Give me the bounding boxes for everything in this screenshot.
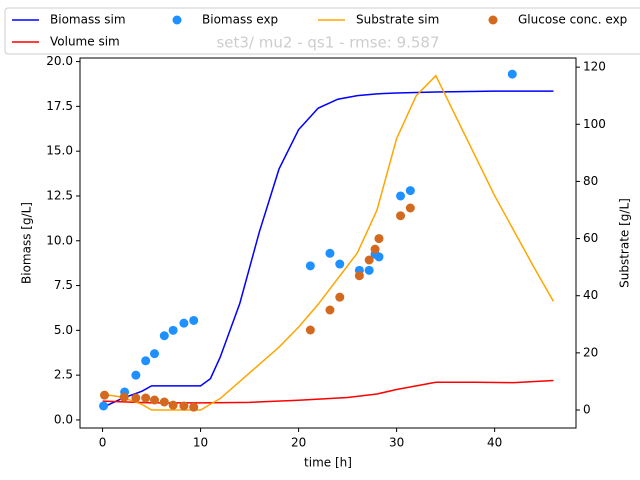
scatter-point	[168, 400, 178, 410]
scatter-point	[374, 234, 384, 244]
scatter-point	[507, 69, 517, 79]
y2-tick-label: 100	[583, 117, 606, 131]
scatter-point	[168, 325, 178, 335]
scatter-point	[141, 393, 151, 403]
x-tick-label: 40	[487, 436, 502, 450]
y-tick-label: 7.5	[54, 278, 73, 292]
scatter-point	[325, 305, 335, 315]
y2-tick-label: 20	[583, 345, 598, 359]
scatter-point	[370, 244, 380, 254]
plot-frame	[79, 57, 577, 429]
y-tick-label: 12.5	[46, 188, 73, 202]
legend-swatch	[488, 15, 498, 25]
scatter-point	[335, 259, 345, 269]
series-line	[102, 379, 554, 404]
y2-tick-label: 0	[583, 403, 591, 417]
scatter-point	[131, 370, 141, 380]
legend-box	[4, 7, 640, 55]
y-tick-label: 20.0	[46, 54, 73, 68]
y-tick-label: 10.0	[46, 233, 73, 247]
scatter-point	[405, 203, 415, 213]
y-tick-label: 5.0	[54, 323, 73, 337]
scatter-point	[305, 261, 315, 271]
scatter-point	[100, 390, 110, 400]
y-tick-label: 2.5	[54, 368, 73, 382]
x-axis-label: time [h]	[304, 456, 352, 470]
x-tick-label: 0	[99, 436, 107, 450]
x-tick-label: 30	[389, 436, 404, 450]
x-tick-label: 10	[193, 436, 208, 450]
series-line	[102, 74, 555, 411]
series-line	[102, 90, 554, 409]
y2-axis-label: Substrate [g/L]	[618, 198, 632, 288]
y2-tick-label: 40	[583, 288, 598, 302]
legend-label: Biomass sim	[50, 13, 126, 27]
scatter-point	[364, 265, 374, 275]
scatter-point	[179, 318, 189, 328]
y-tick-label: 0.0	[54, 412, 73, 426]
y2-tick-label: 80	[583, 174, 598, 188]
scatter-point	[119, 392, 129, 402]
legend-label: Substrate sim	[356, 13, 439, 27]
legend-label: Biomass exp	[202, 13, 278, 27]
scatter-point	[335, 292, 345, 302]
legend-swatch	[172, 15, 182, 25]
scatter-point	[131, 393, 141, 403]
scatter-point	[189, 402, 199, 412]
scatter-point	[141, 356, 151, 366]
scatter-point	[364, 255, 374, 265]
scatter-point	[305, 325, 315, 335]
scatter-point	[179, 401, 189, 411]
scatter-point	[149, 349, 159, 359]
y-tick-label: 17.5	[46, 99, 73, 113]
scatter-point	[396, 211, 406, 221]
scatter-point	[354, 271, 364, 281]
scatter-point	[159, 397, 169, 407]
legend-label: Volume sim	[50, 35, 120, 49]
legend-label: Glucose conc. exp	[518, 13, 627, 27]
y-axis-label: Biomass [g/L]	[20, 202, 34, 284]
scatter-point	[396, 191, 406, 201]
scatter-point	[405, 186, 415, 196]
x-tick-label: 20	[291, 436, 306, 450]
scatter-point	[159, 331, 169, 341]
scatter-point	[149, 395, 159, 405]
scatter-point	[99, 401, 109, 411]
scatter-point	[374, 252, 384, 262]
scatter-point	[325, 248, 335, 258]
y2-tick-label: 60	[583, 231, 598, 245]
scatter-point	[189, 315, 199, 325]
y-tick-label: 15.0	[46, 144, 73, 158]
y2-tick-label: 120	[583, 60, 606, 74]
